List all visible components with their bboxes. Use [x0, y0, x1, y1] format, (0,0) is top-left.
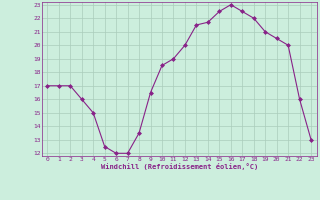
X-axis label: Windchill (Refroidissement éolien,°C): Windchill (Refroidissement éolien,°C)	[100, 163, 258, 170]
